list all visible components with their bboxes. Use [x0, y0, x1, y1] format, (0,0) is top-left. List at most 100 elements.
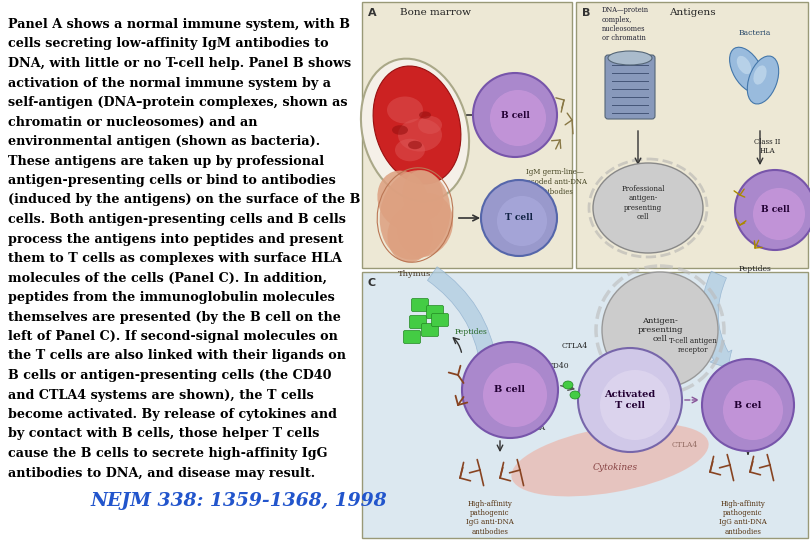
Text: become activated. By release of cytokines and: become activated. By release of cytokine… — [8, 408, 337, 421]
Ellipse shape — [737, 56, 751, 74]
FancyBboxPatch shape — [410, 315, 427, 328]
Text: Class II
HLA: Class II HLA — [754, 138, 780, 155]
Text: NEJM 338: 1359-1368, 1998: NEJM 338: 1359-1368, 1998 — [90, 492, 386, 510]
Circle shape — [702, 359, 794, 451]
Text: self-antigen (DNA–protein complexes, shown as: self-antigen (DNA–protein complexes, sho… — [8, 96, 347, 109]
Text: Thymus: Thymus — [399, 270, 432, 278]
Text: Peptides: Peptides — [455, 328, 488, 336]
Text: A: A — [368, 8, 377, 18]
Ellipse shape — [387, 97, 423, 124]
Ellipse shape — [395, 139, 425, 161]
Ellipse shape — [397, 193, 453, 257]
Ellipse shape — [748, 56, 778, 104]
Text: peptides from the immunoglobulin molecules: peptides from the immunoglobulin molecul… — [8, 291, 335, 304]
Text: antibodies to DNA, and disease may result.: antibodies to DNA, and disease may resul… — [8, 467, 315, 480]
Text: B cell: B cell — [501, 111, 530, 119]
Ellipse shape — [361, 59, 469, 201]
Text: left of Panel C). If second-signal molecules on: left of Panel C). If second-signal molec… — [8, 330, 338, 343]
Circle shape — [578, 348, 682, 452]
Ellipse shape — [387, 207, 433, 262]
Text: (induced by the antigens) on the surface of the B: (induced by the antigens) on the surface… — [8, 193, 360, 206]
Text: Peptides: Peptides — [739, 265, 771, 273]
Text: themselves are presented (by the B cell on the: themselves are presented (by the B cell … — [8, 310, 341, 323]
Text: HLA: HLA — [528, 424, 546, 432]
Ellipse shape — [392, 125, 408, 135]
Ellipse shape — [403, 170, 443, 220]
Text: Bone marrow: Bone marrow — [399, 8, 471, 17]
FancyBboxPatch shape — [411, 299, 428, 312]
Text: B cell: B cell — [761, 206, 790, 214]
Text: C: C — [368, 278, 376, 288]
Text: These antigens are taken up by professional: These antigens are taken up by professio… — [8, 154, 324, 167]
Ellipse shape — [563, 381, 573, 389]
Text: and CTLA4 systems are shown), the T cells: and CTLA4 systems are shown), the T cell… — [8, 388, 313, 402]
Text: Professional
antigen-
presenting
cell: Professional antigen- presenting cell — [621, 185, 665, 221]
FancyBboxPatch shape — [427, 306, 444, 319]
Text: Panel A shows a normal immune system, with B: Panel A shows a normal immune system, wi… — [8, 18, 350, 31]
Text: chromatin or nucleosomes) and an: chromatin or nucleosomes) and an — [8, 116, 258, 129]
Text: High-affinity
pathogenic
IgG anti-DNA
antibodies: High-affinity pathogenic IgG anti-DNA an… — [719, 500, 767, 536]
FancyBboxPatch shape — [421, 323, 438, 336]
Ellipse shape — [373, 66, 461, 184]
FancyArrowPatch shape — [701, 271, 732, 368]
Circle shape — [600, 370, 670, 440]
Text: cells secreting low-affinity IgM antibodies to: cells secreting low-affinity IgM antibod… — [8, 37, 329, 51]
Ellipse shape — [419, 111, 431, 119]
Text: them to T cells as complexes with surface HLA: them to T cells as complexes with surfac… — [8, 252, 342, 265]
Text: CD40: CD40 — [548, 362, 569, 370]
Circle shape — [723, 380, 783, 440]
Text: activation of the normal immune system by a: activation of the normal immune system b… — [8, 77, 331, 90]
Ellipse shape — [570, 391, 580, 399]
Text: B cells or antigen-presenting cells (the CD40: B cells or antigen-presenting cells (the… — [8, 369, 331, 382]
Circle shape — [490, 90, 546, 146]
Text: T-cell antigen
receptor: T-cell antigen receptor — [669, 337, 717, 354]
Text: T cell: T cell — [505, 213, 533, 222]
Text: Cytokines: Cytokines — [592, 462, 637, 471]
Text: cells. Both antigen-presenting cells and B cells: cells. Both antigen-presenting cells and… — [8, 213, 346, 226]
Text: process the antigens into peptides and present: process the antigens into peptides and p… — [8, 233, 343, 246]
Text: B: B — [582, 8, 590, 18]
Text: Bacteria: Bacteria — [739, 29, 771, 37]
Circle shape — [753, 188, 805, 240]
Ellipse shape — [608, 51, 652, 65]
Circle shape — [602, 272, 718, 388]
FancyBboxPatch shape — [605, 55, 655, 119]
Circle shape — [735, 170, 810, 250]
Text: B cel: B cel — [735, 401, 761, 409]
Text: IgM germ-line—
encoded anti-DNA
antibodies: IgM germ-line— encoded anti-DNA antibodi… — [522, 168, 587, 195]
Text: DNA—protein
complex,
nucleosomes
or chromatin: DNA—protein complex, nucleosomes or chro… — [602, 6, 649, 42]
Circle shape — [462, 342, 558, 438]
Bar — [362, 272, 808, 538]
Ellipse shape — [753, 65, 766, 85]
Ellipse shape — [730, 47, 765, 93]
Text: antigen-presenting cells or bind to antibodies: antigen-presenting cells or bind to anti… — [8, 174, 336, 187]
FancyBboxPatch shape — [432, 314, 449, 327]
Text: environmental antigen (shown as bacteria).: environmental antigen (shown as bacteria… — [8, 135, 320, 148]
FancyBboxPatch shape — [403, 330, 420, 343]
Ellipse shape — [377, 171, 428, 230]
Bar — [362, 2, 572, 268]
Text: cause the B cells to secrete high-affinity IgG: cause the B cells to secrete high-affini… — [8, 447, 327, 460]
Text: DNA, with little or no T-cell help. Panel B shows: DNA, with little or no T-cell help. Pane… — [8, 57, 351, 70]
Bar — [576, 2, 808, 268]
Circle shape — [473, 73, 557, 157]
Text: High-affinity
pathogenic
IgG anti-DNA
antibodies: High-affinity pathogenic IgG anti-DNA an… — [466, 500, 514, 536]
Ellipse shape — [398, 118, 442, 152]
Text: CTLA4: CTLA4 — [562, 342, 588, 350]
Text: Antigens: Antigens — [669, 8, 715, 17]
Circle shape — [483, 363, 547, 427]
Text: Activated
T cell: Activated T cell — [604, 390, 655, 410]
Text: Antigen-
presenting
cell: Antigen- presenting cell — [637, 317, 683, 343]
Text: molecules of the cells (Panel C). In addition,: molecules of the cells (Panel C). In add… — [8, 272, 327, 285]
Text: by contact with B cells, those helper T cells: by contact with B cells, those helper T … — [8, 428, 319, 441]
Text: the T cells are also linked with their ligands on: the T cells are also linked with their l… — [8, 349, 346, 362]
Circle shape — [497, 196, 547, 246]
Circle shape — [481, 180, 557, 256]
Text: B cell: B cell — [494, 386, 526, 395]
FancyArrowPatch shape — [428, 267, 501, 377]
Ellipse shape — [408, 141, 422, 149]
Ellipse shape — [511, 423, 709, 496]
Ellipse shape — [418, 116, 442, 134]
Text: CTLA4: CTLA4 — [671, 441, 698, 449]
Ellipse shape — [593, 163, 703, 253]
